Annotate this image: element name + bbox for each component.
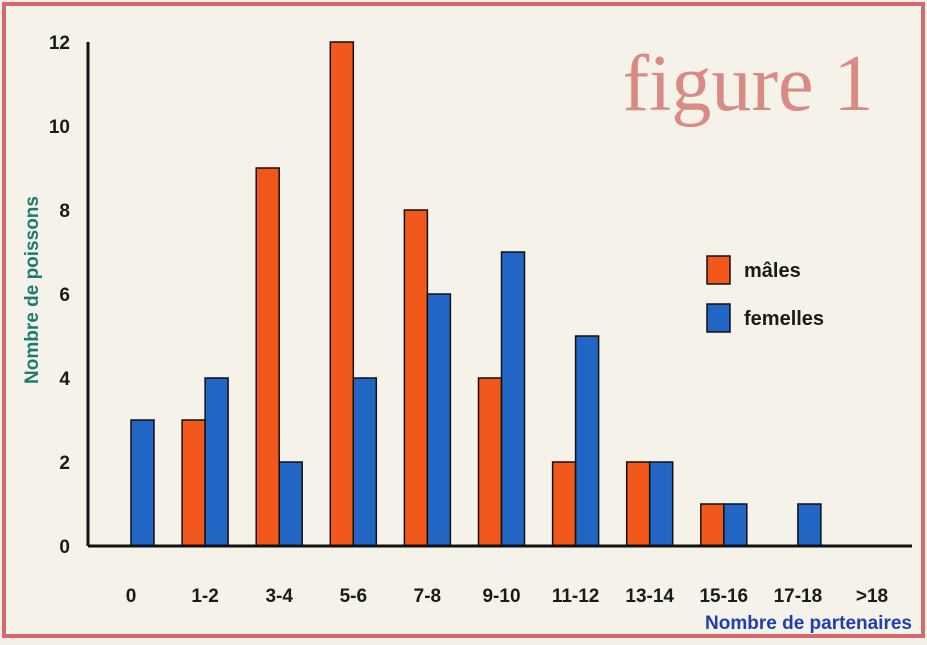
bar-females bbox=[204, 377, 229, 547]
bar-males bbox=[329, 41, 355, 547]
bar-females bbox=[352, 377, 378, 547]
x-tick-label: 7-8 bbox=[414, 586, 441, 607]
y-tick-label: 2 bbox=[59, 453, 70, 474]
y-tick-label: 0 bbox=[59, 537, 70, 558]
legend-label: mâles bbox=[744, 260, 801, 282]
bars bbox=[130, 41, 822, 547]
legend-swatch bbox=[706, 303, 731, 333]
legend-label: femelles bbox=[744, 308, 824, 330]
bar-females bbox=[278, 461, 303, 547]
y-tick-labels: 0 2 4 6 8 10 12 bbox=[49, 33, 71, 558]
y-axis-label: Nombre de poissons bbox=[22, 196, 43, 384]
bar-males bbox=[181, 419, 206, 547]
x-tick-label: >18 bbox=[856, 586, 888, 607]
x-tick-label: 5-6 bbox=[340, 586, 367, 607]
axes bbox=[86, 42, 912, 548]
x-tick-label: 3-4 bbox=[265, 586, 293, 607]
x-tick-label: 0 bbox=[126, 586, 137, 607]
bar-males bbox=[700, 503, 725, 547]
y-tick-label: 8 bbox=[59, 201, 70, 222]
bar-males bbox=[625, 461, 651, 547]
bar-females bbox=[130, 419, 155, 547]
chart-title: figure 1 bbox=[622, 40, 873, 128]
x-tick-labels: 0 1-2 3-4 5-6 7-8 9-10 11-12 13-14 15-16 17-18 >18 bbox=[126, 586, 888, 607]
bar-females bbox=[723, 503, 748, 547]
x-tick-label: 17-18 bbox=[774, 586, 823, 607]
bar-males bbox=[403, 209, 429, 547]
bar-males bbox=[477, 377, 503, 547]
y-tick-label: 10 bbox=[49, 117, 70, 138]
x-tick-label: 13-14 bbox=[625, 586, 674, 607]
x-tick-label: 15-16 bbox=[699, 586, 748, 607]
bar-females bbox=[648, 461, 674, 547]
y-tick-label: 12 bbox=[49, 33, 70, 54]
bar-females bbox=[574, 335, 600, 547]
x-tick-label: 1-2 bbox=[191, 586, 218, 607]
y-tick-label: 4 bbox=[59, 369, 70, 390]
legend-swatch bbox=[706, 255, 731, 285]
bar-females bbox=[500, 251, 526, 547]
x-axis-label: Nombre de partenaires bbox=[705, 613, 912, 634]
y-tick-label: 6 bbox=[59, 285, 70, 306]
legend: mâles femelles bbox=[706, 255, 824, 333]
bar-males bbox=[551, 461, 577, 547]
x-tick-label: 11-12 bbox=[552, 586, 600, 607]
bar-females bbox=[797, 503, 822, 547]
bar-males bbox=[255, 167, 280, 547]
x-tick-label: 9-10 bbox=[482, 586, 520, 607]
bar-females bbox=[426, 293, 452, 547]
